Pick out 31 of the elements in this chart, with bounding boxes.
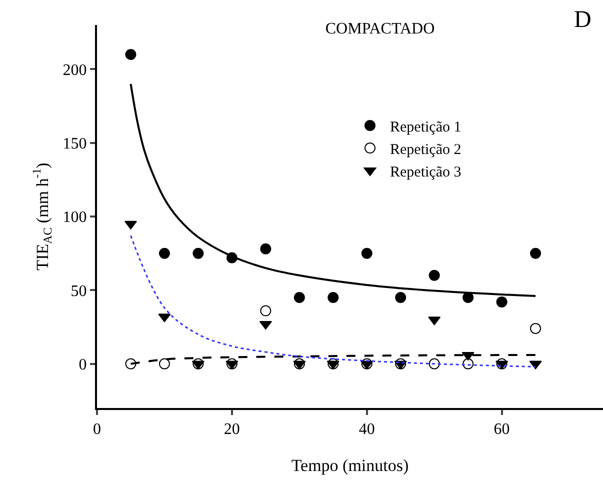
y-tick-label: 0 (78, 356, 87, 374)
point (395, 292, 406, 304)
x-tick-label: 60 (494, 421, 510, 438)
y-tick-label: 200 (62, 62, 87, 79)
point (125, 48, 136, 60)
point (530, 248, 542, 259)
legend-label: Repetição 1 (390, 119, 462, 136)
point (192, 248, 204, 259)
point (462, 292, 474, 304)
y-tick-label: 100 (62, 209, 87, 226)
x-tick-label: 20 (224, 421, 240, 438)
point (158, 358, 170, 370)
x-tick-label: 40 (358, 421, 375, 438)
legend-label: Repetição 2 (390, 142, 462, 158)
point (428, 270, 440, 281)
point (158, 248, 170, 259)
x-tick-label: 0 (93, 421, 101, 438)
point (260, 305, 272, 316)
legend-label: Repetição 3 (390, 164, 462, 180)
point (530, 322, 542, 334)
annotation: D (574, 7, 592, 33)
y-tick-label: 150 (62, 135, 87, 152)
y-tick-label: 50 (70, 282, 87, 300)
point (294, 292, 305, 304)
point (361, 248, 372, 259)
chart-title: COMPACTADO (325, 20, 435, 38)
point (496, 296, 508, 308)
point (428, 358, 440, 370)
point (328, 292, 339, 304)
point (260, 243, 272, 254)
x-axis-title: Tempo (minutos) (291, 456, 409, 476)
